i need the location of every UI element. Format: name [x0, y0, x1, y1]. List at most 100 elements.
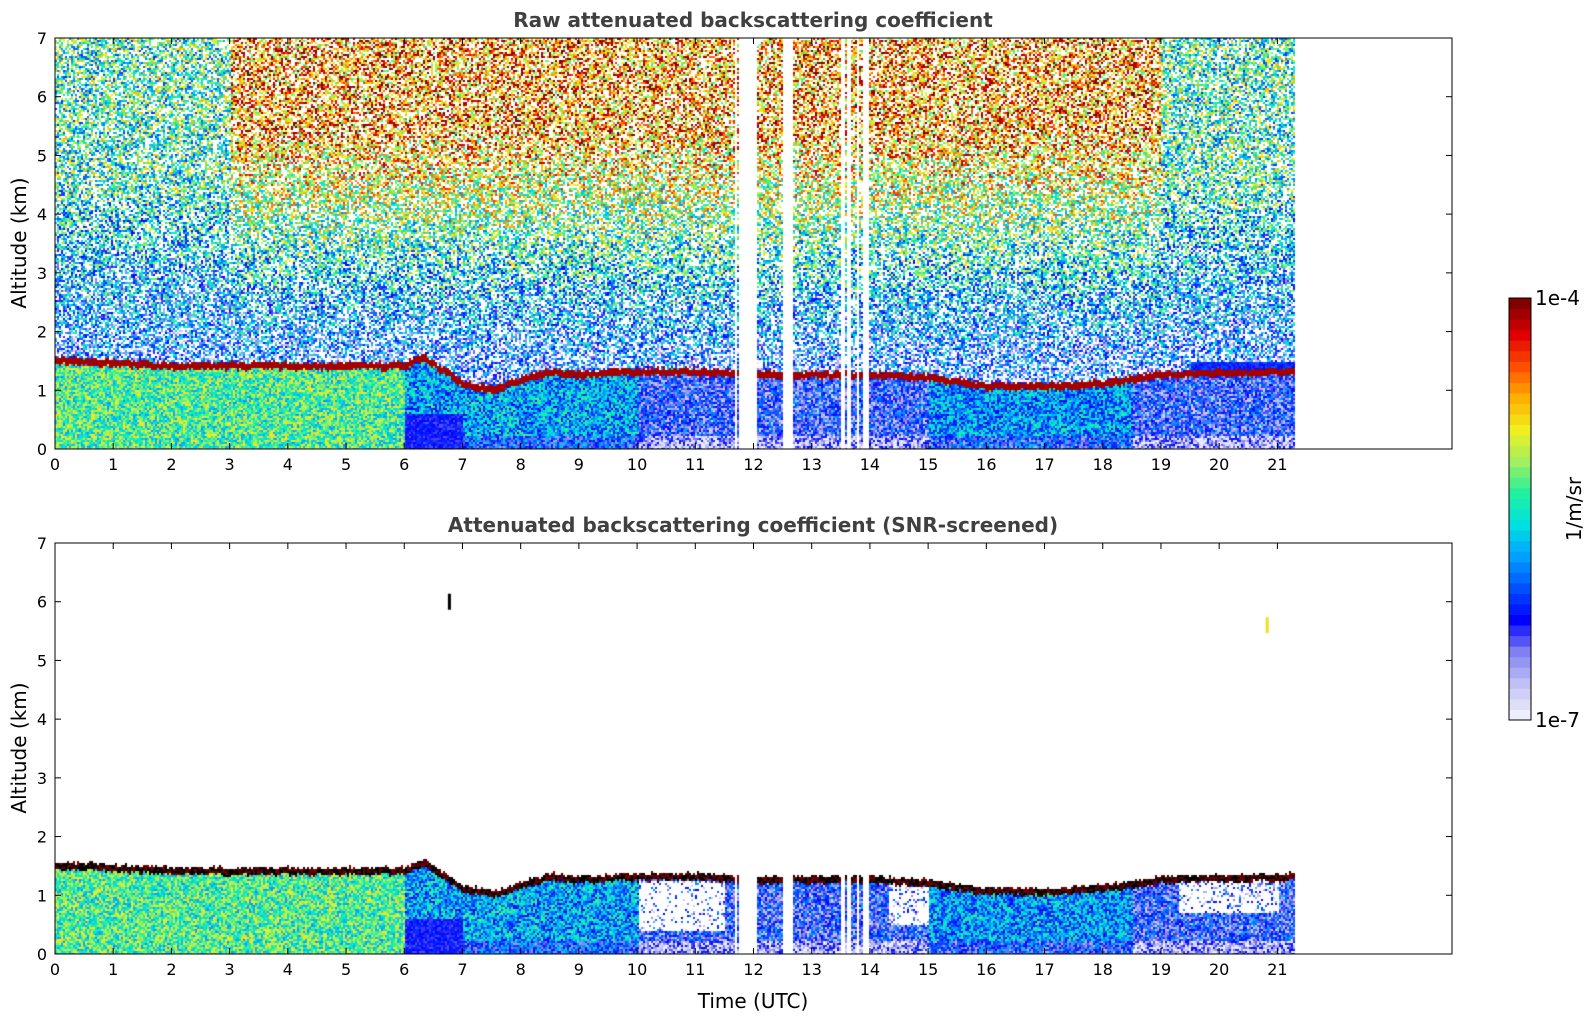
colorbar-band	[1509, 656, 1531, 668]
x-tick-label: 7	[457, 960, 467, 979]
colorbar-band	[1509, 424, 1531, 436]
panel-raw-title: Raw attenuated backscattering coefficien…	[513, 8, 993, 32]
colorbar-gradient	[1509, 298, 1531, 721]
x-tick-label: 17	[1034, 455, 1054, 474]
x-tick-label: 21	[1267, 455, 1287, 474]
x-tick-label: 16	[976, 455, 996, 474]
y-tick-label: 2	[37, 323, 47, 342]
y-tick-label: 4	[37, 710, 47, 729]
colorbar-band	[1509, 361, 1531, 373]
colorbar-band	[1509, 350, 1531, 362]
x-tick-label: 19	[1151, 960, 1171, 979]
x-tick-label: 12	[743, 455, 763, 474]
colorbar-band	[1509, 498, 1531, 510]
colorbar-band	[1509, 382, 1531, 394]
colorbar-band	[1509, 625, 1531, 637]
y-tick-label: 3	[37, 769, 47, 788]
x-tick-label: 4	[283, 455, 293, 474]
x-tick-label: 8	[516, 960, 526, 979]
colorbar-band	[1509, 308, 1531, 320]
x-tick-label: 2	[166, 455, 176, 474]
x-tick-label: 0	[50, 455, 60, 474]
colorbar-frame	[1508, 297, 1532, 721]
x-tick-label: 16	[976, 960, 996, 979]
x-tick-label: 5	[341, 455, 351, 474]
x-tick-label: 19	[1151, 455, 1171, 474]
y-tick-label: 7	[37, 534, 47, 553]
colorbar-band	[1509, 487, 1531, 499]
colorbar-band	[1509, 572, 1531, 584]
colorbar-band	[1509, 519, 1531, 531]
x-tick-label: 10	[627, 960, 647, 979]
x-tick-label: 9	[574, 455, 584, 474]
x-tick-label: 11	[685, 960, 705, 979]
panel-screened-axes: 0 1 2 3 4 5 6 7 8 9 10 11 12 13 14 15 16 17 18 19 20 21012345…	[37, 534, 1452, 979]
x-tick-label: 13	[802, 455, 822, 474]
x-tick-label: 7	[457, 455, 467, 474]
x-tick-label: 6	[399, 455, 409, 474]
x-tick-label: 12	[743, 960, 763, 979]
y-tick-label: 6	[37, 593, 47, 612]
x-tick-label: 5	[341, 960, 351, 979]
colorbar: 1e-4 1e-7 1/m/sr	[1508, 286, 1586, 732]
colorbar-min-label: 1e-7	[1535, 708, 1580, 732]
y-tick-label: 1	[37, 886, 47, 905]
colorbar-band	[1509, 466, 1531, 478]
panel-raw: Raw attenuated backscattering coefficien…	[7, 8, 1453, 474]
y-tick-label: 3	[37, 264, 47, 283]
colorbar-band	[1509, 677, 1531, 689]
colorbar-band	[1509, 551, 1531, 563]
colorbar-band	[1509, 456, 1531, 468]
colorbar-band	[1509, 530, 1531, 542]
panel-raw-axes: 0 1 2 3 4 5 6 7 8 9 10 11 12 13 14 15 16 17 18 19 20 21012345…	[37, 29, 1452, 474]
colorbar-band	[1509, 614, 1531, 626]
x-tick-label: 20	[1209, 455, 1229, 474]
colorbar-band	[1509, 509, 1531, 521]
colorbar-band	[1509, 709, 1531, 721]
heatmap-image	[55, 38, 1452, 449]
x-tick-label: 15	[918, 455, 938, 474]
colorbar-band	[1509, 371, 1531, 383]
x-tick-label: 0	[50, 960, 60, 979]
panel-screened-xlabel: Time (UTC)	[697, 989, 809, 1013]
x-tick-label: 9	[574, 960, 584, 979]
y-tick-label: 2	[37, 828, 47, 847]
y-tick-label: 4	[37, 205, 47, 224]
panel-raw-ylabel: Altitude (km)	[7, 177, 31, 308]
x-tick-label: 10	[627, 455, 647, 474]
colorbar-band	[1509, 392, 1531, 404]
colorbar-max-label: 1e-4	[1535, 286, 1580, 310]
x-tick-label: 20	[1209, 960, 1229, 979]
x-tick-label: 3	[225, 960, 235, 979]
x-tick-label: 15	[918, 960, 938, 979]
colorbar-band	[1509, 698, 1531, 710]
colorbar-band	[1509, 561, 1531, 573]
colorbar-band	[1509, 477, 1531, 489]
x-tick-label: 1	[108, 960, 118, 979]
panel-screened: Attenuated backscattering coefficient (S…	[7, 513, 1453, 1013]
x-tick-label: 18	[1093, 960, 1113, 979]
colorbar-unit-label: 1/m/sr	[1562, 476, 1586, 541]
y-tick-label: 5	[37, 651, 47, 670]
colorbar-band	[1509, 414, 1531, 426]
y-tick-label: 7	[37, 29, 47, 48]
panel-raw-heatmap	[55, 38, 1452, 449]
x-tick-label: 17	[1034, 960, 1054, 979]
x-tick-label: 3	[225, 455, 235, 474]
x-tick-label: 13	[802, 960, 822, 979]
y-tick-label: 0	[37, 945, 47, 964]
y-tick-label: 6	[37, 88, 47, 107]
x-tick-label: 6	[399, 960, 409, 979]
x-tick-label: 4	[283, 960, 293, 979]
panel-screened-heatmap	[55, 543, 1452, 954]
colorbar-band	[1509, 646, 1531, 658]
x-tick-label: 21	[1267, 960, 1287, 979]
colorbar-band	[1509, 319, 1531, 331]
x-tick-label: 8	[516, 455, 526, 474]
x-tick-label: 14	[860, 960, 880, 979]
colorbar-band	[1509, 635, 1531, 647]
y-tick-label: 5	[37, 146, 47, 165]
panel-screened-ylabel: Altitude (km)	[7, 682, 31, 813]
x-tick-label: 18	[1093, 455, 1113, 474]
